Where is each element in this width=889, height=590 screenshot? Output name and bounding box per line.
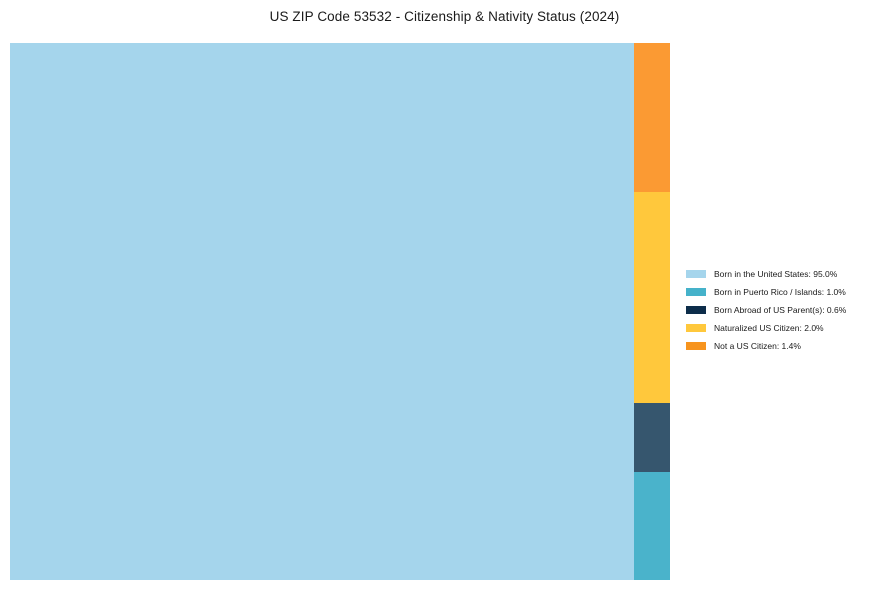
treemap-tile[interactable] [634,403,670,472]
legend-item[interactable]: Born in Puerto Rico / Islands: 1.0% [686,283,886,301]
legend-item-label: Not a US Citizen: 1.4% [714,340,801,351]
page-title: US ZIP Code 53532 - Citizenship & Nativi… [269,9,620,24]
legend-swatch-icon [686,306,706,314]
legend-swatch-icon [686,342,706,350]
treemap-tile[interactable] [634,43,670,192]
chart-legend: Born in the United States: 95.0% Born in … [686,265,886,355]
legend-item[interactable]: Born Abroad of US Parent(s): 0.6% [686,301,886,319]
legend-item-label: Born in Puerto Rico / Islands: 1.0% [714,286,846,297]
treemap-plot-area [10,43,670,580]
legend-item-label: Naturalized US Citizen: 2.0% [714,322,824,333]
legend-item[interactable]: Not a US Citizen: 1.4% [686,337,886,355]
legend-swatch-icon [686,270,706,278]
treemap-tile[interactable] [634,192,670,403]
legend-item[interactable]: Naturalized US Citizen: 2.0% [686,319,886,337]
legend-item-label: Born Abroad of US Parent(s): 0.6% [714,304,847,315]
legend-swatch-icon [686,288,706,296]
legend-swatch-icon [686,324,706,332]
legend-item[interactable]: Born in the United States: 95.0% [686,265,886,283]
treemap-tile[interactable] [10,43,634,580]
treemap-tile[interactable] [634,472,670,580]
legend-item-label: Born in the United States: 95.0% [714,268,838,279]
